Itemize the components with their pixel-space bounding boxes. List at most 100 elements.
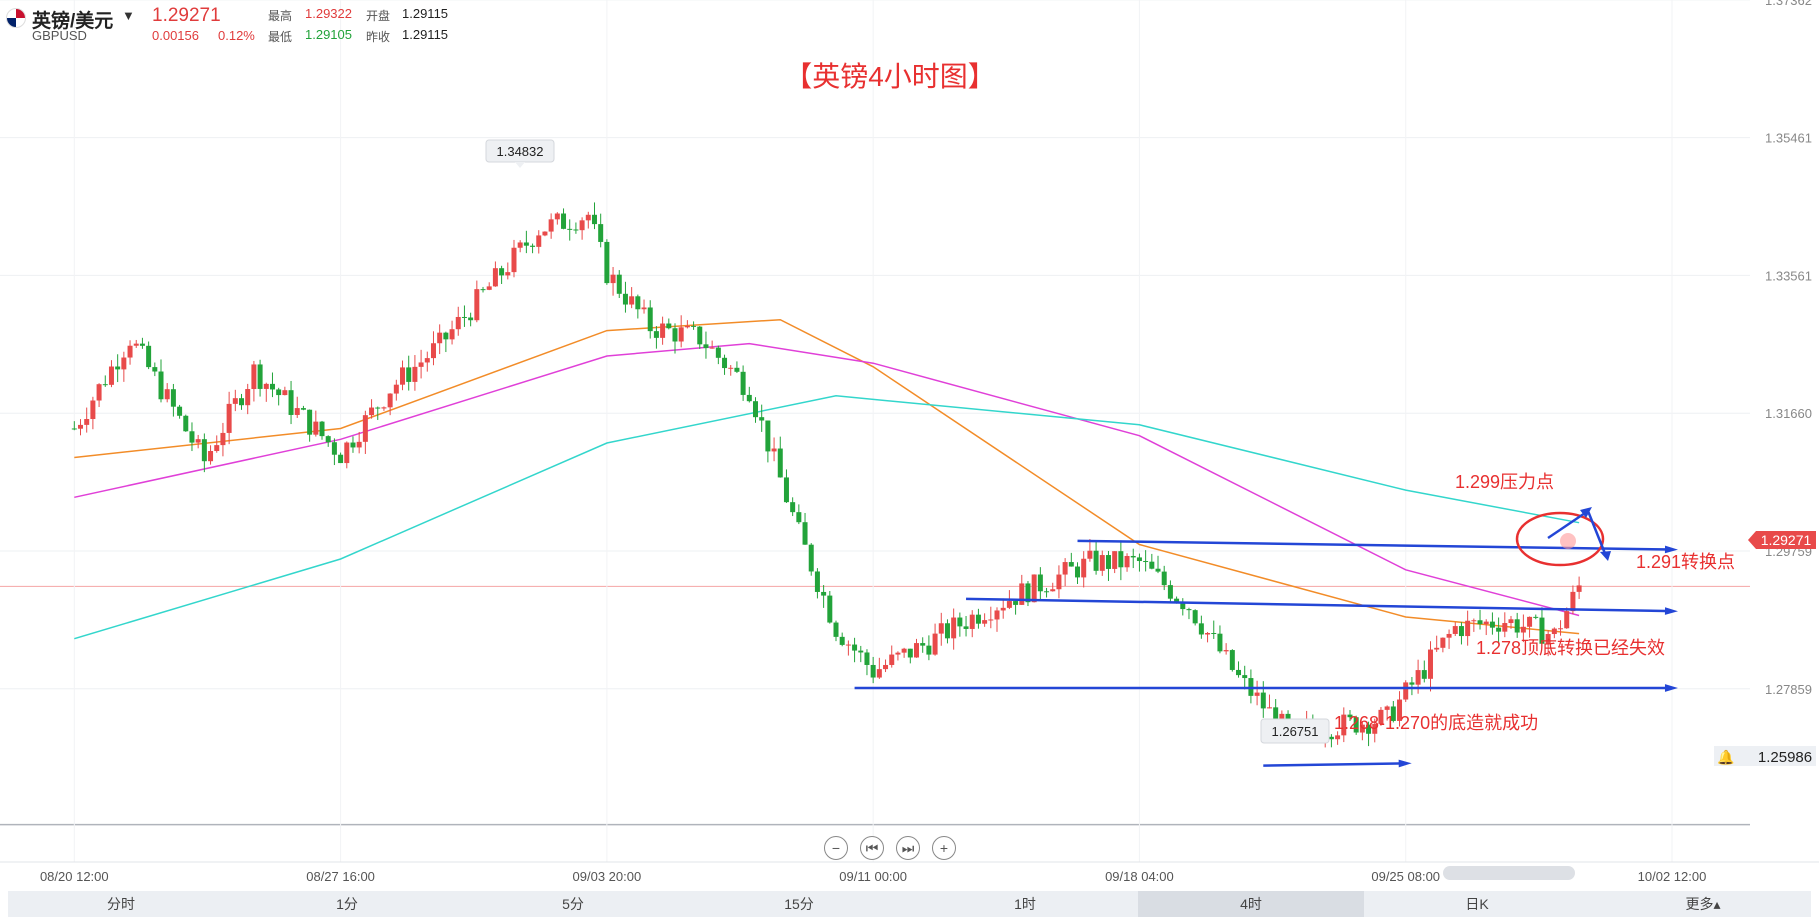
- candle-body: [1229, 650, 1235, 670]
- candle-body: [1545, 634, 1551, 644]
- candle-body: [895, 652, 901, 655]
- candle-body: [1174, 598, 1180, 602]
- candle-body: [1006, 601, 1012, 608]
- candle-body: [548, 219, 554, 232]
- timeframe-tab[interactable]: 分时: [107, 896, 135, 912]
- candle-body: [102, 384, 108, 386]
- candle-body: [914, 643, 920, 658]
- candle-body: [709, 347, 715, 349]
- candle-body: [790, 502, 796, 513]
- x-tick-label: 08/20 12:00: [40, 869, 109, 884]
- y-tick-label: 1.37362: [1765, 0, 1812, 8]
- candle-body: [1427, 649, 1433, 679]
- candle-body: [839, 636, 845, 645]
- timeframe-tab[interactable]: 日K: [1465, 896, 1489, 912]
- chevron-down-icon[interactable]: ▼: [122, 8, 135, 23]
- low-marker: 1.26751: [1260, 718, 1330, 744]
- candle-body: [511, 247, 517, 273]
- scroll-end-button[interactable]: ⏭: [896, 836, 920, 860]
- candle-body: [1019, 583, 1025, 605]
- price-markers: 1.34832 1.26751: [485, 139, 1330, 744]
- candle-body: [821, 591, 827, 596]
- candle-body: [1112, 551, 1118, 569]
- candle-body: [1440, 637, 1446, 648]
- candle-body: [220, 432, 226, 446]
- price-axis[interactable]: 1.373621.354611.335611.316601.297591.278…: [1765, 0, 1812, 697]
- candle-body: [740, 371, 746, 395]
- time-axis[interactable]: 08/20 12:00 08/27 16:00 09/03 20:00 09/11 0…: [0, 861, 1819, 884]
- candle-body: [765, 420, 771, 452]
- scroll-indicator[interactable]: [1443, 866, 1575, 880]
- x-tick-label: 09/03 20:00: [573, 869, 642, 884]
- candle-body: [833, 622, 839, 637]
- timeframe-tab[interactable]: 4时: [1138, 891, 1364, 917]
- candle-body: [1068, 562, 1074, 567]
- candle-body: [1421, 670, 1427, 679]
- breakout-arrow-up: [1547, 509, 1589, 540]
- scroll-start-button[interactable]: ⏮: [860, 836, 884, 860]
- candle-body: [344, 442, 350, 464]
- trend-lines: [854, 539, 1678, 768]
- candle-body: [554, 213, 560, 220]
- candle-body: [1576, 585, 1582, 592]
- candle-body: [307, 409, 313, 435]
- y-tick-label: 1.35461: [1765, 131, 1812, 146]
- timeframe-tab[interactable]: 1时: [1014, 896, 1036, 912]
- low-marker-label: 1.26751: [1272, 724, 1319, 739]
- candle-body: [338, 454, 344, 464]
- candle-body: [585, 214, 591, 221]
- x-tick-label: 09/18 04:00: [1105, 869, 1174, 884]
- candle-body: [1471, 620, 1477, 622]
- timeframe-tab[interactable]: 更多▴: [1685, 896, 1721, 912]
- candle-body: [1161, 571, 1167, 586]
- candle-body: [245, 389, 251, 406]
- candle-body: [876, 669, 882, 678]
- candle-body: [907, 648, 913, 658]
- candle-body: [666, 323, 672, 329]
- candle-body: [505, 272, 511, 276]
- candle-body: [1031, 574, 1037, 603]
- candle-body: [449, 329, 455, 340]
- candle-body: [1000, 607, 1006, 611]
- candle-body: [480, 289, 486, 291]
- candle-body: [622, 293, 628, 305]
- candle-body: [1118, 551, 1124, 568]
- low-label: 最低: [268, 30, 293, 44]
- candle-body: [1242, 675, 1248, 679]
- candle-body: [146, 345, 152, 368]
- candles: [71, 202, 1582, 748]
- candle-body: [759, 417, 765, 421]
- candle-body: [845, 644, 851, 646]
- candle-body: [1496, 627, 1502, 632]
- candle-body: [406, 367, 412, 382]
- candle-body: [982, 620, 988, 624]
- candle-body: [121, 357, 127, 370]
- candle-body: [814, 571, 820, 592]
- candle-body: [1564, 611, 1570, 629]
- candle-body: [96, 384, 102, 401]
- glow-dot: [1560, 533, 1576, 549]
- zoom-out-button[interactable]: −: [824, 836, 848, 860]
- candle-body: [957, 617, 963, 627]
- candle-body: [1570, 591, 1576, 612]
- price-change-percent: 0.12%: [218, 28, 255, 43]
- candle-body: [926, 645, 932, 655]
- candle-body: [579, 220, 585, 231]
- candle-body: [115, 366, 121, 370]
- timeframe-tab[interactable]: 5分: [562, 896, 584, 912]
- candle-body: [424, 358, 430, 363]
- symbol-name[interactable]: 英镑/美元: [32, 11, 114, 32]
- moving-average-lines: [74, 318, 1580, 640]
- zoom-in-button[interactable]: +: [932, 836, 956, 860]
- candle-body: [523, 242, 529, 246]
- trend-line: [966, 597, 1673, 613]
- candle-body: [969, 614, 975, 629]
- timeframe-tab[interactable]: 15分: [784, 896, 814, 912]
- timeframe-tab[interactable]: 1分: [336, 896, 358, 912]
- candle-body: [746, 394, 752, 402]
- candle-body: [1409, 682, 1415, 685]
- candle-body: [226, 403, 232, 433]
- candle-body: [1520, 626, 1526, 633]
- candle-body: [1328, 736, 1334, 740]
